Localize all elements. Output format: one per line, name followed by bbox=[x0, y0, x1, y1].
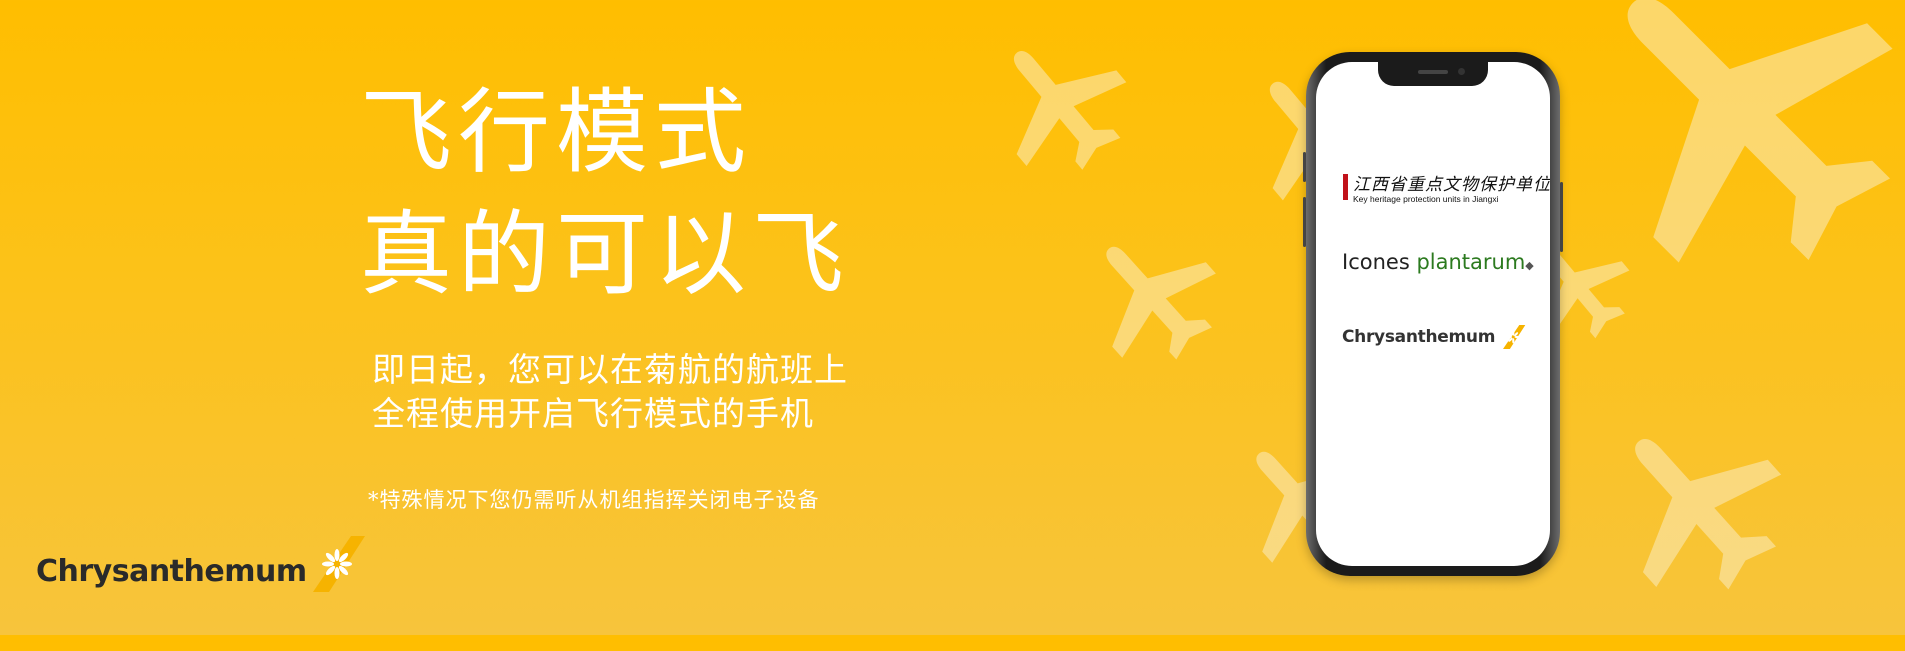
headline-line2: 真的可以飞 bbox=[360, 201, 851, 308]
phone-side-button bbox=[1560, 182, 1563, 252]
camera-icon bbox=[1458, 68, 1465, 75]
partner-jiangxi-en: Key heritage protection units in Jiangxi bbox=[1353, 194, 1499, 204]
brand-name: Chrysanthemum bbox=[36, 553, 307, 589]
partner-icones-text: Icones bbox=[1342, 250, 1417, 274]
partner-jiangxi-cn: 江西省重点文物保护单位 bbox=[1353, 175, 1550, 195]
diamond-icon: ◆ bbox=[1525, 259, 1534, 272]
chrysanthemum-flower-icon bbox=[312, 536, 365, 592]
airplane-icon bbox=[1559, 369, 1841, 651]
phone-screen: 江西省重点文物保护单位 Key heritage protection unit… bbox=[1316, 62, 1550, 566]
partner-logo-chrysanthemum: Chrysanthemum bbox=[1342, 324, 1527, 350]
phone-mockup: 江西省重点文物保护单位 Key heritage protection unit… bbox=[1303, 52, 1563, 576]
headline: 飞行模式 真的可以飞 bbox=[360, 72, 850, 316]
partner-plantarum-text: plantarum bbox=[1416, 250, 1526, 274]
headline-line1: 飞行模式 bbox=[360, 79, 753, 186]
partner-logo-icones-plantarum: Icones plantarum◆ bbox=[1342, 250, 1534, 274]
brand-logo: Chrysanthemum bbox=[36, 536, 369, 594]
subtext-line2: 全程使用开启飞行模式的手机 bbox=[372, 394, 814, 433]
phone-notch bbox=[1378, 62, 1488, 86]
phone-side-button bbox=[1303, 152, 1306, 182]
airplane-icon bbox=[1495, 205, 1664, 374]
speaker-icon bbox=[1418, 70, 1448, 74]
red-bar-icon bbox=[1343, 174, 1348, 200]
chrysanthemum-flower-icon bbox=[1503, 325, 1526, 349]
airplane-icon bbox=[1495, 0, 1905, 375]
subtext-line1: 即日起，您可以在菊航的航班上 bbox=[372, 350, 848, 389]
subtext: 即日起，您可以在菊航的航班上 全程使用开启飞行模式的手机 bbox=[372, 348, 848, 436]
partner-chrysanthemum-text: Chrysanthemum bbox=[1342, 327, 1496, 347]
airplane-icon bbox=[1049, 194, 1261, 406]
airplane-icon bbox=[953, 0, 1171, 217]
disclaimer-note: *特殊情况下您仍需听从机组指挥关闭电子设备 bbox=[368, 488, 820, 512]
phone-side-button bbox=[1303, 197, 1306, 247]
